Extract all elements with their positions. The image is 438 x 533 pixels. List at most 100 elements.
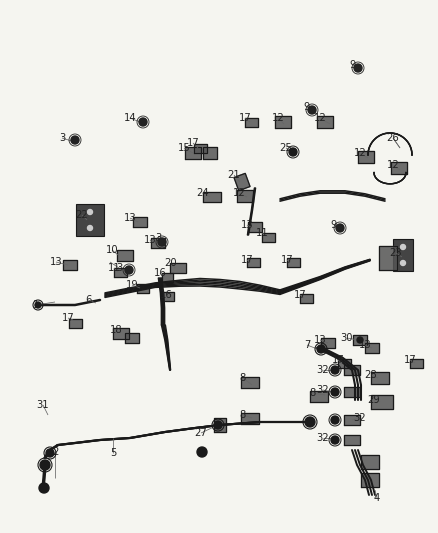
Circle shape: [139, 118, 147, 126]
Polygon shape: [344, 365, 360, 375]
Circle shape: [289, 148, 297, 156]
Text: 3: 3: [116, 263, 122, 273]
Polygon shape: [353, 335, 367, 345]
Text: 17: 17: [293, 290, 306, 300]
Text: 13: 13: [49, 257, 62, 267]
Polygon shape: [379, 246, 397, 270]
Circle shape: [158, 238, 166, 246]
Text: 32: 32: [317, 433, 329, 443]
Text: 8: 8: [309, 388, 315, 398]
Text: 32: 32: [317, 365, 329, 375]
Text: 14: 14: [124, 113, 136, 123]
Text: 9: 9: [350, 60, 356, 70]
Text: 5: 5: [110, 448, 116, 458]
Polygon shape: [162, 272, 173, 281]
Text: 21: 21: [228, 170, 240, 180]
Polygon shape: [358, 151, 374, 163]
Circle shape: [40, 460, 50, 470]
Text: 15: 15: [178, 143, 191, 153]
Circle shape: [88, 225, 92, 230]
Bar: [393, 239, 413, 271]
Text: 26: 26: [387, 133, 399, 143]
Text: 29: 29: [367, 395, 380, 405]
Polygon shape: [151, 238, 165, 248]
Text: 6: 6: [85, 295, 91, 305]
Text: 24: 24: [197, 188, 209, 198]
Text: 17: 17: [240, 255, 253, 265]
Polygon shape: [113, 268, 127, 277]
Polygon shape: [361, 473, 379, 487]
Polygon shape: [125, 333, 139, 343]
Polygon shape: [344, 415, 360, 425]
Circle shape: [331, 366, 339, 374]
Text: 17: 17: [239, 113, 251, 123]
Circle shape: [46, 449, 54, 457]
Text: 12: 12: [387, 160, 399, 170]
Circle shape: [35, 302, 41, 308]
Text: 19: 19: [126, 280, 138, 290]
Circle shape: [336, 224, 344, 232]
Polygon shape: [203, 192, 221, 202]
Polygon shape: [241, 376, 259, 387]
Polygon shape: [261, 232, 275, 241]
Polygon shape: [194, 143, 206, 152]
Text: 11: 11: [256, 228, 268, 238]
Text: 13: 13: [144, 235, 156, 245]
Polygon shape: [203, 147, 217, 159]
Text: 12: 12: [233, 188, 245, 198]
Polygon shape: [234, 173, 250, 191]
Text: 10: 10: [106, 245, 118, 255]
Circle shape: [331, 436, 339, 444]
Text: 9: 9: [304, 102, 310, 112]
Polygon shape: [410, 359, 423, 367]
Text: 13: 13: [314, 335, 326, 345]
Polygon shape: [162, 292, 173, 301]
Circle shape: [317, 345, 325, 353]
Polygon shape: [133, 217, 147, 227]
Circle shape: [331, 388, 339, 396]
Text: 11: 11: [108, 263, 120, 273]
Text: 3: 3: [59, 133, 65, 143]
Text: 13: 13: [241, 220, 253, 230]
Text: 17: 17: [62, 313, 74, 323]
Polygon shape: [344, 387, 360, 397]
Text: 17: 17: [281, 255, 293, 265]
Polygon shape: [137, 284, 149, 293]
Polygon shape: [286, 257, 300, 266]
Text: 25: 25: [279, 143, 293, 153]
Circle shape: [308, 106, 316, 114]
Polygon shape: [185, 147, 201, 159]
Polygon shape: [237, 190, 253, 202]
Circle shape: [71, 136, 79, 144]
Polygon shape: [371, 372, 389, 384]
Polygon shape: [63, 260, 77, 270]
Polygon shape: [338, 359, 350, 367]
Text: 8: 8: [240, 410, 246, 420]
Text: 12: 12: [314, 113, 326, 123]
Text: 30: 30: [341, 333, 353, 343]
Text: 22: 22: [76, 210, 88, 220]
Polygon shape: [170, 263, 186, 273]
Circle shape: [214, 421, 222, 429]
Text: 16: 16: [159, 290, 173, 300]
Polygon shape: [214, 418, 226, 432]
Text: 16: 16: [154, 268, 166, 278]
Text: 17: 17: [187, 138, 199, 148]
Text: 23: 23: [390, 248, 403, 258]
Circle shape: [305, 417, 315, 427]
Polygon shape: [300, 294, 312, 303]
Text: 1: 1: [33, 300, 39, 310]
Text: 8: 8: [240, 373, 246, 383]
Polygon shape: [361, 455, 379, 469]
Bar: [76, 204, 104, 236]
Text: 20: 20: [165, 258, 177, 268]
Text: 9: 9: [331, 220, 337, 230]
Polygon shape: [310, 391, 328, 401]
Circle shape: [88, 209, 92, 214]
Polygon shape: [365, 343, 379, 353]
Polygon shape: [117, 249, 133, 261]
Circle shape: [125, 266, 133, 274]
Text: 32: 32: [317, 385, 329, 395]
Polygon shape: [248, 222, 262, 232]
Text: 17: 17: [404, 355, 417, 365]
